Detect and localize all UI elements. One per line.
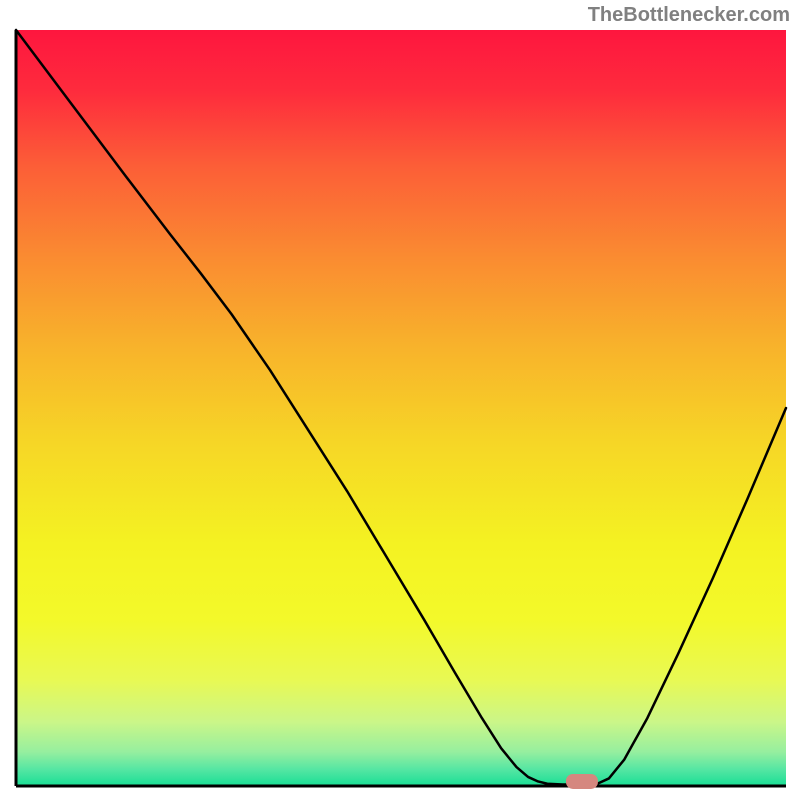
watermark-text: TheBottlenecker.com	[588, 4, 790, 27]
bottleneck-chart	[0, 0, 800, 800]
optimum-marker	[566, 774, 598, 789]
chart-container: TheBottlenecker.com	[0, 0, 800, 800]
